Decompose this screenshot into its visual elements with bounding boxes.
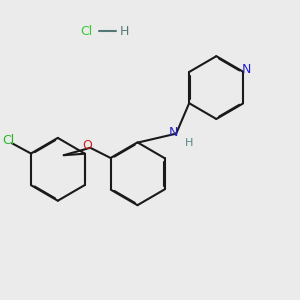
Text: Cl: Cl bbox=[2, 134, 15, 147]
Text: Cl: Cl bbox=[80, 25, 92, 38]
Text: N: N bbox=[242, 63, 251, 76]
Text: H: H bbox=[120, 25, 129, 38]
Text: H: H bbox=[185, 138, 194, 148]
Text: N: N bbox=[169, 126, 178, 139]
Text: O: O bbox=[82, 139, 92, 152]
